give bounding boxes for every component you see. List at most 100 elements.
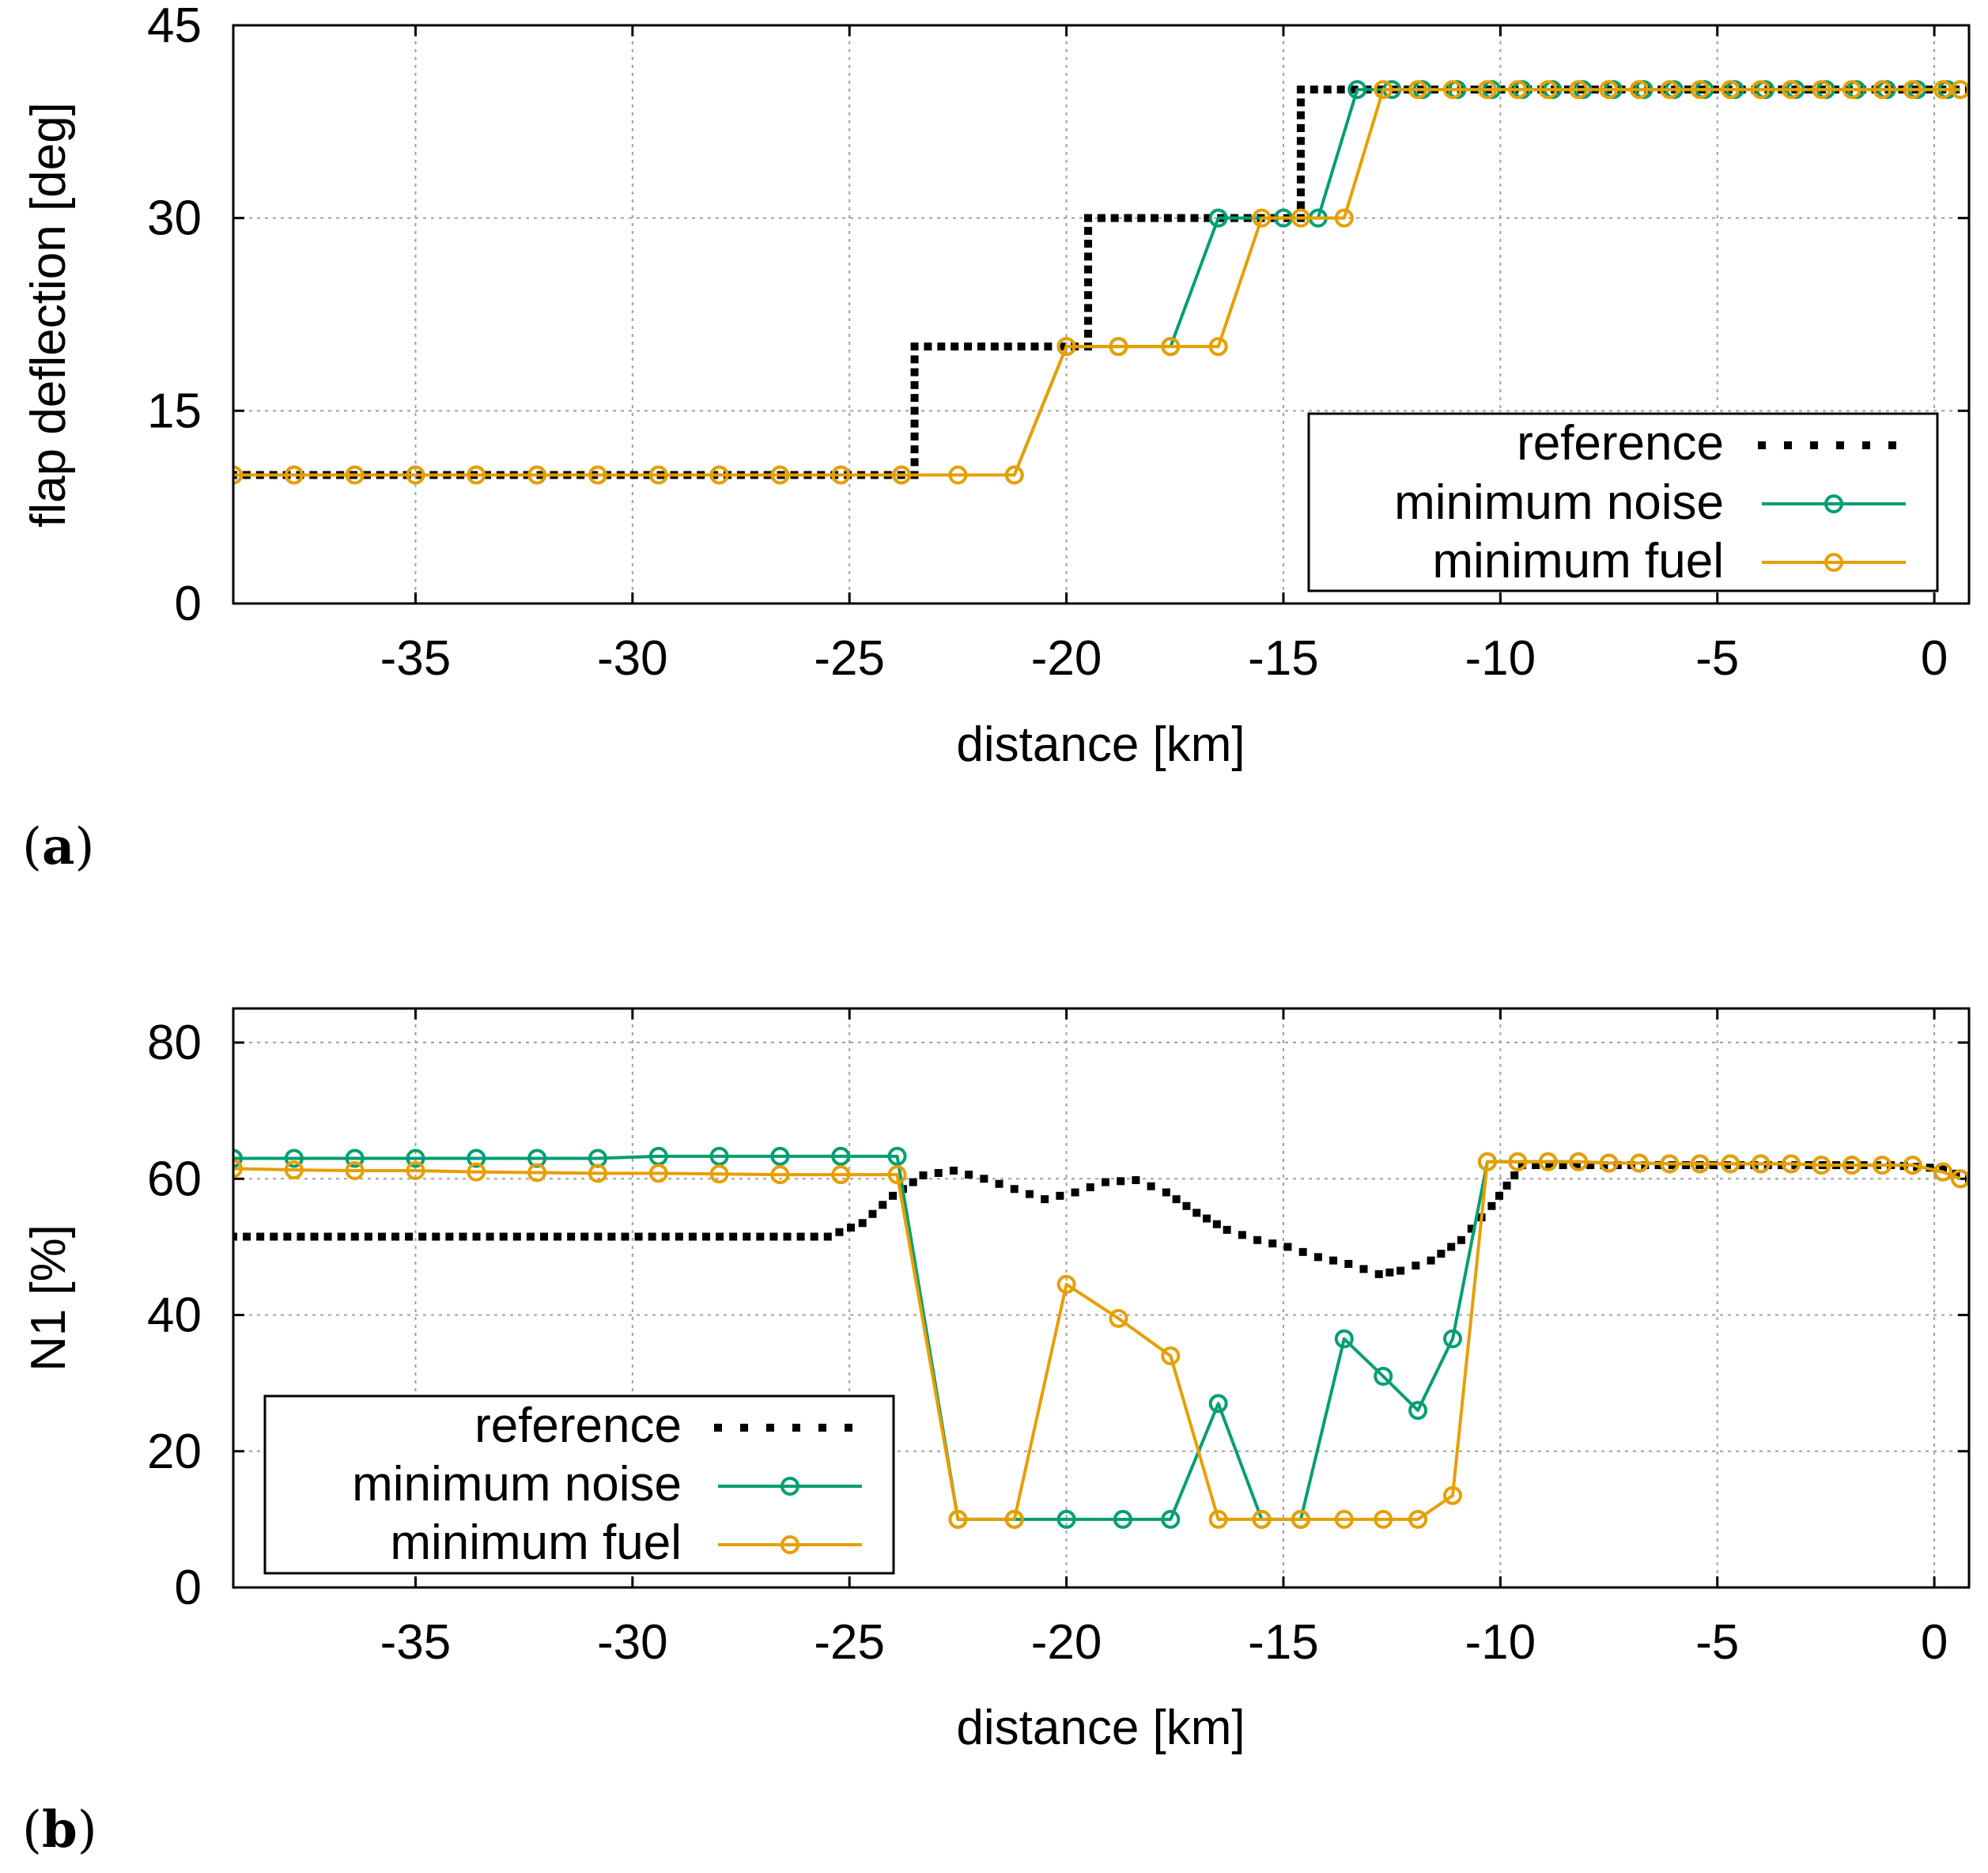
reference-dot xyxy=(909,1178,917,1186)
reference-dot xyxy=(1495,1191,1503,1200)
data-point-minimum-noise xyxy=(1374,1367,1393,1387)
data-point-minimum-fuel xyxy=(1873,80,1892,100)
reference-dot xyxy=(1310,85,1318,94)
series-reference xyxy=(233,1161,1969,1278)
x-tick-label: -25 xyxy=(814,631,885,686)
reference-dot xyxy=(1084,240,1093,248)
data-point-minimum-fuel xyxy=(887,1165,907,1185)
reference-dot xyxy=(243,1232,251,1241)
data-point-minimum-noise xyxy=(1208,208,1228,228)
data-point-minimum-noise xyxy=(1208,1394,1228,1413)
y-axis-label: N1 [%] xyxy=(21,1224,76,1372)
reference-dot xyxy=(405,1232,414,1241)
series-line-minimum-fuel xyxy=(233,1160,1961,1521)
data-point-minimum-fuel xyxy=(1660,80,1680,100)
reference-dot xyxy=(910,380,919,389)
data-point-minimum-fuel xyxy=(1208,337,1228,357)
reference-dot xyxy=(1137,214,1146,222)
series-minimum-fuel xyxy=(233,1152,1969,1529)
reference-dot xyxy=(1238,1231,1246,1239)
data-point-minimum-fuel xyxy=(948,465,968,485)
series-layer xyxy=(233,1146,1969,1529)
data-point-minimum-fuel xyxy=(1599,1153,1619,1173)
data-point-minimum-fuel xyxy=(1812,80,1831,100)
x-tick-label: -20 xyxy=(1031,1615,1102,1670)
reference-dot xyxy=(924,342,932,351)
plot-frame xyxy=(232,24,1971,605)
reference-dot xyxy=(1151,214,1159,222)
reference-dot xyxy=(910,407,919,415)
data-point-minimum-fuel xyxy=(1004,1509,1024,1529)
reference-dot xyxy=(1190,214,1199,222)
reference-dot xyxy=(1572,1161,1581,1170)
reference-dot xyxy=(1510,1171,1519,1179)
reference-dot xyxy=(1487,1201,1496,1210)
reference-dot xyxy=(910,368,919,376)
data-point-minimum-fuel xyxy=(1109,1308,1128,1328)
reference-dot xyxy=(233,1232,237,1241)
reference-dot xyxy=(1296,201,1305,210)
data-point-minimum-fuel xyxy=(1334,208,1354,228)
plot-frame xyxy=(232,1007,1971,1589)
data-point-minimum-fuel xyxy=(1334,1509,1354,1529)
reference-dot xyxy=(270,1232,278,1241)
reference-dot xyxy=(499,1232,508,1241)
x-tick-label: -10 xyxy=(1465,631,1536,686)
reference-dot xyxy=(858,1219,867,1228)
panel-label-b: (b) xyxy=(22,1800,97,1860)
x-tick-label: -5 xyxy=(1695,1615,1739,1670)
data-point-minimum-noise xyxy=(467,1148,486,1168)
reference-dot xyxy=(1296,123,1305,132)
reference-dot xyxy=(1427,1256,1435,1265)
reference-dot xyxy=(919,1171,928,1179)
reference-dot xyxy=(756,1232,765,1241)
data-point-minimum-fuel xyxy=(1812,1156,1831,1175)
reference-dot xyxy=(1084,226,1093,235)
reference-dot xyxy=(1084,265,1093,274)
x-tick-label: -20 xyxy=(1031,631,1102,686)
legend-dot xyxy=(714,1424,722,1432)
data-point-minimum-fuel xyxy=(1690,1154,1710,1174)
data-point-minimum-fuel xyxy=(1252,1509,1272,1529)
legend-label-reference: reference xyxy=(474,1398,682,1453)
reference-dot xyxy=(323,1232,332,1241)
data-point-minimum-noise xyxy=(1334,1329,1354,1349)
reference-dot xyxy=(951,342,959,351)
data-point-minimum-fuel xyxy=(648,465,668,485)
x-tick-labels: -35 -30 -25 -20 -15 -10 -5 0 xyxy=(380,1615,1948,1670)
reference-dot xyxy=(910,445,919,454)
reference-dot xyxy=(459,1232,467,1241)
reference-dot xyxy=(1374,1269,1383,1278)
data-point-minimum-fuel xyxy=(1508,80,1528,100)
reference-dot xyxy=(661,1232,670,1241)
reference-dot xyxy=(1177,214,1185,222)
panel-letter-b: b xyxy=(42,1800,77,1860)
data-point-minimum-fuel xyxy=(1208,1509,1228,1529)
data-point-minimum-fuel xyxy=(1408,1509,1428,1529)
data-point-minimum-fuel xyxy=(1903,1156,1922,1175)
reference-dot xyxy=(1017,342,1026,351)
legend-swatch-reference xyxy=(714,1424,852,1432)
data-point-minimum-fuel xyxy=(770,465,790,485)
reference-dot xyxy=(1212,1220,1221,1228)
reference-dot xyxy=(1296,85,1305,94)
legend-marker xyxy=(780,1535,799,1554)
data-point-minimum-fuel xyxy=(1291,1509,1310,1529)
reference-dot xyxy=(1283,1243,1292,1251)
reference-dot xyxy=(1298,1247,1307,1256)
chart-panel-b: -35 -30 -25 -20 -15 -10 -5 0 0 20 40 60 80 distance… xyxy=(21,1007,1971,1860)
data-point-minimum-fuel xyxy=(1109,337,1128,357)
reference-dot xyxy=(910,458,919,467)
data-point-minimum-fuel xyxy=(1903,80,1922,100)
data-point-minimum-fuel xyxy=(1374,80,1393,100)
reference-dot xyxy=(879,1201,887,1209)
reference-dot xyxy=(1654,1161,1663,1170)
reference-dot xyxy=(1132,1176,1140,1185)
reference-dot xyxy=(337,1232,346,1241)
reference-dot xyxy=(889,1191,898,1200)
data-point-minimum-fuel xyxy=(406,465,425,485)
chart-panel-a: -35 -30 -25 -20 -15 -10 -5 0 0 15 30 45 distance [… xyxy=(21,0,1971,876)
data-point-minimum-fuel xyxy=(1751,80,1771,100)
reference-dot xyxy=(847,1224,856,1232)
reference-dot xyxy=(1323,85,1332,94)
